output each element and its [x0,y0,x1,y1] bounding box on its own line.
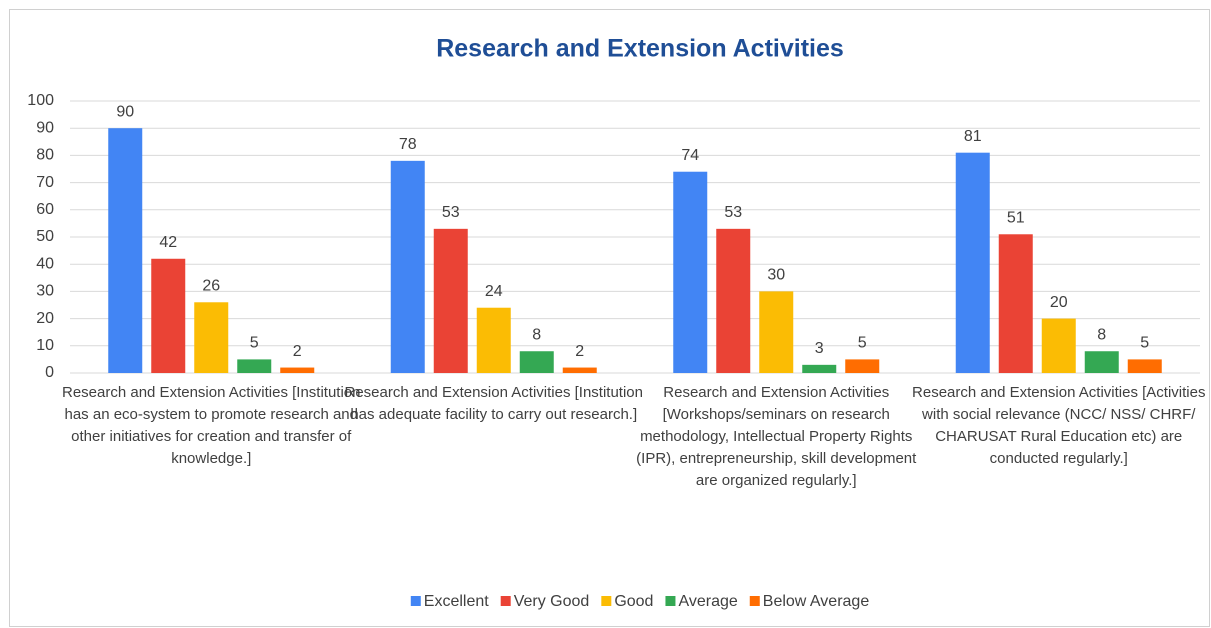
x-tick-label: Research and Extension Activities [Activ… [912,384,1206,467]
x-tick-label: Research and Extension Activities [Insti… [62,384,361,467]
legend-label: Below Average [763,593,870,610]
value-label: 90 [116,103,134,120]
bar [716,228,751,373]
bar [1084,351,1119,373]
value-label: 3 [815,340,824,357]
value-label: 8 [532,326,541,343]
bar [151,258,186,373]
bar [802,364,837,373]
value-label: 53 [442,204,460,221]
value-label: 2 [293,343,302,360]
value-label: 74 [681,147,699,164]
legend-swatch [410,596,421,606]
bar [280,367,315,373]
bar [476,307,511,373]
legend-swatch [665,596,676,606]
legend-label: Very Good [514,593,590,610]
legend: Excellent Very Good Good Average Below Avera… [410,593,870,610]
bar [998,234,1033,373]
y-tick-label: 0 [45,364,54,381]
value-label: 30 [767,267,785,284]
value-label: 20 [1050,294,1068,311]
y-tick-label: 20 [36,310,54,327]
y-tick-label: 60 [36,201,54,218]
bar [673,171,708,373]
value-label: 24 [485,283,503,300]
value-label: 42 [159,234,177,251]
x-tick-label: Research and Extension Activities [Insti… [344,384,644,423]
y-tick-label: 50 [36,228,54,245]
bar [390,160,425,373]
x-tick-label-box: Research and Extension Activities [Works… [636,384,917,489]
y-tick-label: 10 [36,337,54,354]
value-label: 53 [724,204,742,221]
x-tick-label-box: Research and Extension Activities [Insti… [62,384,361,467]
y-tick-label: 100 [27,92,54,109]
legend-swatch [601,596,612,606]
bar [194,302,229,373]
bar [1041,318,1076,373]
legend-swatch [500,596,511,606]
bar [519,351,554,373]
value-label: 81 [964,128,982,145]
bar [759,291,794,373]
legend-label: Average [678,593,737,610]
chart-title: Research and Extension Activities [436,35,844,63]
legend-label: Good [614,593,653,610]
y-tick-label: 70 [36,174,54,191]
y-tick-label: 40 [36,255,54,272]
bar [108,128,143,373]
value-label: 5 [1140,335,1149,352]
x-tick-label: Research and Extension Activities [Works… [636,384,917,489]
value-label: 2 [575,343,584,360]
bar [237,359,272,373]
bar [955,152,990,373]
y-tick-label: 80 [36,147,54,164]
value-label: 78 [399,136,417,153]
y-tick-label: 90 [36,119,54,136]
bar [562,367,597,373]
value-label: 8 [1097,326,1106,343]
bar [1127,359,1162,373]
value-label: 5 [250,335,259,352]
bar [433,228,468,373]
value-label: 5 [858,335,867,352]
x-tick-label-box: Research and Extension Activities [Insti… [344,384,644,423]
value-label: 26 [202,277,220,294]
value-label: 51 [1007,209,1025,226]
bar [845,359,880,373]
y-tick-label: 30 [36,283,54,300]
legend-swatch [749,596,760,606]
x-tick-label-box: Research and Extension Activities [Activ… [912,384,1206,467]
legend-label: Excellent [424,593,489,610]
